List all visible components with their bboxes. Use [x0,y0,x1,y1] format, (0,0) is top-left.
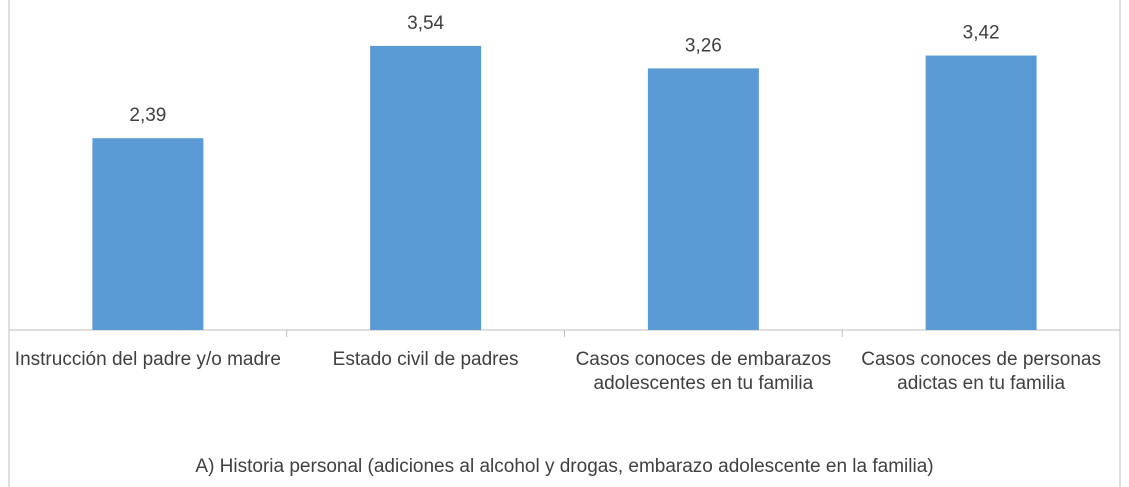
bar [370,45,482,330]
category-label: Casos conoces de embarazos adolescentes … [575,349,832,394]
data-label: 2,39 [129,105,166,126]
category-label: Estado civil de padres [332,349,519,370]
x-axis-title: A) Historia personal (adiciones al alcoh… [195,456,934,477]
data-label: 3,54 [407,13,444,34]
category-label: Casos conoces de personas adictas en tu … [861,349,1101,394]
category-label: Instrucción del padre y/o madre [14,349,281,370]
bars-group [92,45,1037,331]
data-label: 3,26 [685,35,722,56]
bar [647,68,759,330]
bar [925,55,1037,331]
data-labels-group: 2,39 3,54 3,26 3,42 [129,13,999,126]
bar [92,138,204,330]
data-label: 3,42 [963,23,1000,44]
